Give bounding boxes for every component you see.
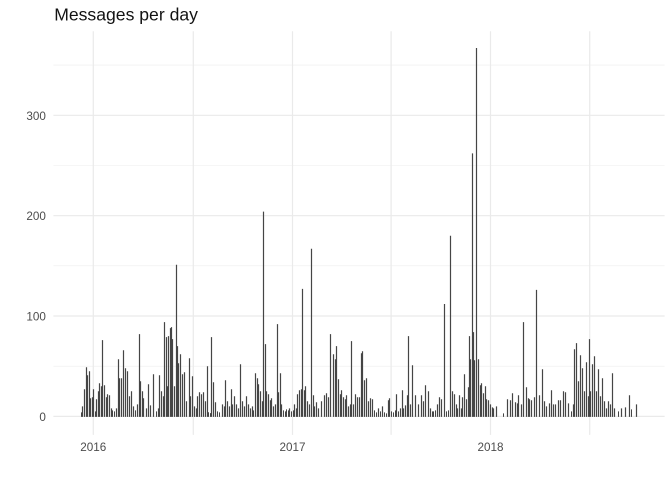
svg-text:300: 300 [26,110,46,123]
svg-text:200: 200 [26,210,46,223]
svg-text:2017: 2017 [279,441,305,454]
svg-text:100: 100 [26,311,46,324]
svg-text:2018: 2018 [477,441,503,454]
svg-text:2016: 2016 [80,441,106,454]
svg-text:Messages per day: Messages per day [54,5,198,25]
svg-text:0: 0 [39,411,46,424]
